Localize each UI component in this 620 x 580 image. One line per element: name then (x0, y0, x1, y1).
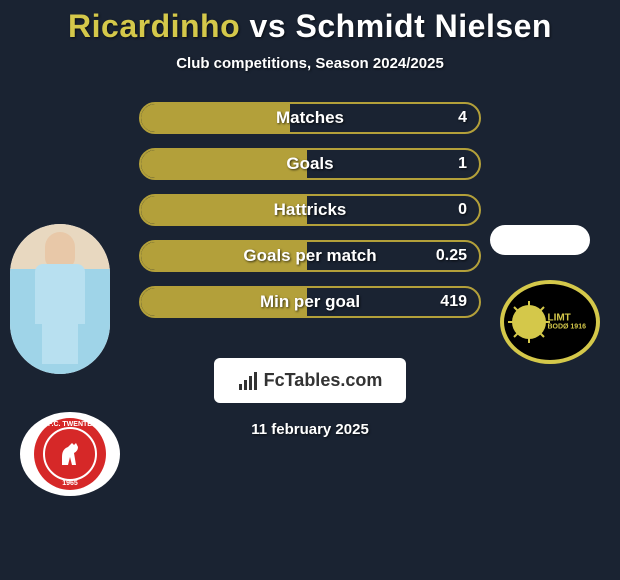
stat-label: Goals (141, 154, 479, 174)
team-right-line1: LIMT (547, 313, 586, 324)
brand-box[interactable]: FcTables.com (214, 358, 407, 403)
player2-team-badge: LIMT BODØ 1916 (500, 280, 600, 364)
team-left-year: 1965 (62, 480, 78, 487)
stat-label: Min per goal (141, 292, 479, 312)
horse-icon (56, 439, 84, 469)
stat-label: Hattricks (141, 200, 479, 220)
subtitle: Club competitions, Season 2024/2025 (0, 55, 620, 72)
vs-text: vs (250, 8, 287, 44)
stat-value: 4 (458, 109, 467, 127)
team-left-name: F.C. TWENTE (48, 421, 92, 428)
stat-value: 0.25 (436, 247, 467, 265)
stat-value: 1 (458, 155, 467, 173)
player1-avatar (10, 224, 110, 374)
brand-text: FcTables.com (264, 370, 383, 391)
page-title: Ricardinho vs Schmidt Nielsen (0, 8, 620, 45)
team-right-line2: BODØ 1916 (547, 324, 586, 332)
stat-value: 0 (458, 201, 467, 219)
team-right-text: LIMT BODØ 1916 (547, 313, 586, 332)
player2-name: Schmidt Nielsen (296, 8, 552, 44)
stat-pill: Matches4 (139, 102, 481, 134)
chart-bars-icon (238, 372, 258, 390)
content-area: F.C. TWENTE 1965 (0, 102, 620, 318)
sun-icon (512, 305, 546, 339)
stat-pill: Min per goal419 (139, 286, 481, 318)
stat-pill: Goals1 (139, 148, 481, 180)
player1-team-badge: F.C. TWENTE 1965 (20, 412, 120, 496)
stat-pill: Hattricks0 (139, 194, 481, 226)
header: Ricardinho vs Schmidt Nielsen Club compe… (0, 0, 620, 72)
stat-label: Goals per match (141, 246, 479, 266)
stat-value: 419 (440, 293, 467, 311)
stat-label: Matches (141, 108, 479, 128)
player1-name: Ricardinho (68, 8, 240, 44)
player2-avatar (490, 225, 590, 255)
stat-pill: Goals per match0.25 (139, 240, 481, 272)
